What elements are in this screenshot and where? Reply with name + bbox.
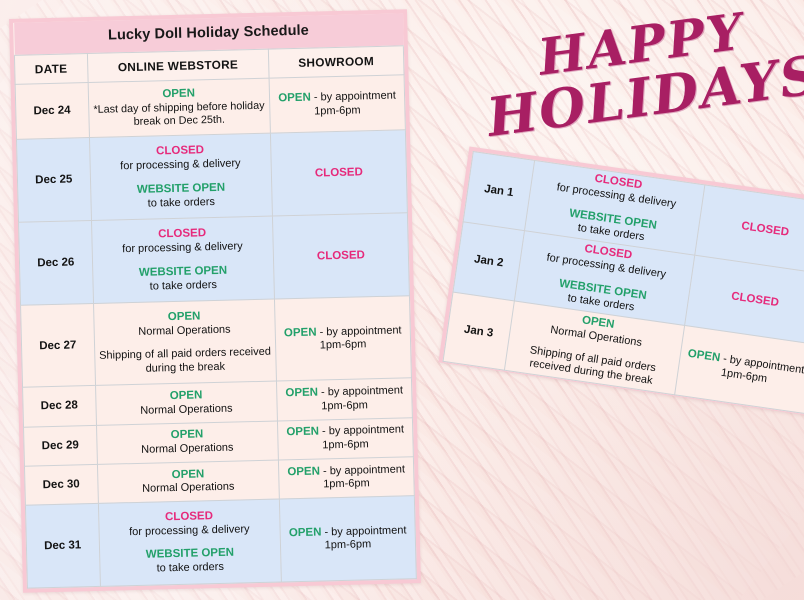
- showroom-time: 1pm-6pm: [313, 103, 361, 118]
- webstore-note: Normal Operations: [140, 402, 233, 417]
- showroom-time: 1pm-6pm: [324, 538, 372, 552]
- showroom-time: 1pm-6pm: [321, 399, 368, 413]
- cell-date: Jan 1: [463, 151, 535, 231]
- webstore-note: Normal Operations: [138, 323, 231, 339]
- webstore-note: for processing & delivery: [128, 522, 250, 538]
- webstore-note: Normal Operations: [141, 441, 234, 456]
- cell-date: Dec 31: [25, 503, 100, 589]
- webstore-status: OPEN: [171, 467, 205, 481]
- cell-showroom: OPEN - by appointment 1pm-6pm: [276, 378, 413, 421]
- showroom-note: - by appointment: [324, 524, 407, 539]
- cell-webstore: CLOSED for processing & delivery WEBSITE O…: [89, 133, 273, 221]
- cell-date: Dec 27: [20, 303, 96, 388]
- webstore-note: for processing & delivery: [122, 240, 243, 256]
- showroom-note: - by appointment: [319, 324, 402, 339]
- column-header-webstore: ONLINE WEBSTORE: [86, 48, 270, 83]
- cell-showroom: OPEN - by appointment 1pm-6pm: [278, 456, 415, 499]
- table-row: Dec 31 CLOSED for processing & delivery WEB…: [25, 495, 417, 589]
- cell-webstore: OPEN Normal Operations: [95, 381, 278, 425]
- webstore-status: CLOSED: [155, 144, 205, 158]
- showroom-status: CLOSED: [740, 219, 790, 239]
- webstore-status-secondary: WEBSITE OPEN: [136, 181, 226, 196]
- cell-webstore: CLOSED for processing & delivery WEBSITE O…: [97, 498, 282, 587]
- webstore-status-secondary: WEBSITE OPEN: [145, 547, 235, 562]
- holiday-schedule-card: Lucky Doll Holiday Schedule DATE ONLINE …: [9, 9, 421, 593]
- cell-date: Dec 24: [15, 82, 90, 140]
- showroom-status: OPEN: [686, 348, 721, 365]
- showroom-note: - by appointment: [321, 423, 405, 438]
- cell-date: Dec 25: [16, 137, 92, 223]
- holiday-schedule-table: Lucky Doll Holiday Schedule DATE ONLINE …: [13, 13, 417, 589]
- webstore-note-secondary: to take orders: [149, 278, 218, 293]
- showroom-time: 1pm-6pm: [323, 477, 370, 491]
- showroom-status: CLOSED: [730, 290, 780, 309]
- cell-date: Dec 28: [22, 385, 97, 427]
- cell-showroom: OPEN - by appointment 1pm-6pm: [274, 296, 412, 382]
- cell-webstore: OPEN Normal Operations: [96, 459, 280, 504]
- webstore-status: OPEN: [167, 310, 201, 324]
- showroom-note: - by appointment: [322, 462, 406, 477]
- webstore-status-secondary: WEBSITE OPEN: [138, 264, 228, 279]
- cell-showroom: CLOSED: [270, 130, 408, 217]
- cell-date: Jan 2: [453, 221, 525, 301]
- table-row: Dec 26 CLOSED for processing & delivery WEB…: [18, 213, 410, 306]
- showroom-time: 1pm-6pm: [319, 338, 367, 352]
- showroom-status: CLOSED: [316, 249, 365, 263]
- cell-date: Dec 26: [18, 220, 94, 306]
- webstore-note: for processing & delivery: [120, 157, 241, 173]
- showroom-note: - by appointment: [313, 89, 396, 104]
- showroom-status: OPEN: [278, 91, 311, 105]
- cell-date: Dec 29: [23, 424, 97, 466]
- column-header-date: DATE: [14, 53, 88, 85]
- cell-webstore: OPEN Normal Operations Shipping of all pai…: [93, 299, 277, 386]
- webstore-status: OPEN: [170, 428, 204, 442]
- cell-webstore: CLOSED for processing & delivery WEBSITE O…: [91, 216, 275, 304]
- table-row: Dec 24 OPEN *Last day of shipping before h…: [15, 74, 406, 140]
- cell-showroom: OPEN - by appointment 1pm-6pm: [269, 74, 406, 134]
- webstore-status: CLOSED: [158, 227, 207, 241]
- cell-date: Dec 30: [24, 464, 98, 506]
- showroom-time: 1pm-6pm: [322, 438, 369, 452]
- webstore-status: CLOSED: [164, 510, 214, 524]
- table-row: Dec 25 CLOSED for processing & delivery WEB…: [16, 130, 408, 223]
- table-row: Dec 27 OPEN Normal Operations Shipping of a…: [20, 296, 412, 388]
- cell-showroom: OPEN - by appointment 1pm-6pm: [279, 495, 417, 582]
- showroom-note: - by appointment: [320, 384, 404, 399]
- showroom-status: OPEN: [286, 425, 320, 439]
- cell-webstore: OPEN *Last day of shipping before holiday…: [87, 78, 271, 138]
- showroom-status: OPEN: [285, 386, 319, 400]
- webstore-note: *Last day of shipping before holiday bre…: [93, 99, 265, 129]
- cell-showroom: OPEN - by appointment 1pm-6pm: [277, 417, 414, 460]
- cell-date: Jan 3: [443, 292, 515, 371]
- cell-webstore: OPEN Normal Operations: [96, 420, 279, 465]
- webstore-note-secondary: Shipping of all paid orders received dur…: [98, 345, 272, 375]
- showroom-status: OPEN: [283, 326, 317, 339]
- showroom-status: CLOSED: [314, 166, 363, 180]
- webstore-note-secondary: to take orders: [147, 195, 216, 210]
- webstore-status: OPEN: [162, 87, 196, 101]
- webstore-note-secondary: to take orders: [156, 561, 225, 575]
- showroom-status: OPEN: [288, 526, 322, 539]
- showroom-status: OPEN: [287, 465, 321, 478]
- column-header-showroom: SHOWROOM: [268, 45, 405, 79]
- webstore-status: OPEN: [169, 389, 203, 403]
- webstore-note: Normal Operations: [142, 480, 235, 496]
- cell-showroom: CLOSED: [272, 213, 410, 300]
